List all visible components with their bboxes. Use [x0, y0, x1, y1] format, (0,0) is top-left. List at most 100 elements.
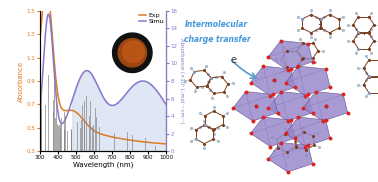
Point — [376, 59, 378, 62]
Point — [271, 149, 277, 152]
Point — [191, 70, 197, 73]
Point — [260, 65, 266, 68]
Bar — [145, 138, 146, 151]
Point — [308, 13, 314, 16]
Point — [353, 35, 359, 38]
Polygon shape — [303, 92, 348, 121]
Point — [296, 46, 302, 48]
Point — [314, 132, 321, 135]
Point — [300, 106, 306, 109]
Point — [294, 49, 300, 52]
Polygon shape — [268, 41, 313, 70]
Bar — [55, 118, 56, 151]
Point — [230, 106, 236, 109]
Point — [220, 114, 226, 117]
Exp — [104, 134, 108, 137]
Bar — [45, 105, 46, 151]
Simu — [68, 104, 73, 106]
Point — [366, 75, 372, 78]
Point — [299, 18, 305, 21]
Point — [243, 90, 249, 93]
Y-axis label: Absorbance (×10³ L·mol⁻¹·cm⁻¹): Absorbance (×10³ L·mol⁻¹·cm⁻¹) — [179, 38, 184, 124]
Point — [207, 88, 213, 91]
Exp — [37, 41, 42, 44]
Bar — [93, 125, 94, 151]
Bar — [80, 128, 81, 151]
Point — [366, 15, 372, 18]
Bar — [41, 109, 42, 151]
Simu — [46, 13, 51, 15]
Point — [366, 31, 372, 34]
Polygon shape — [251, 117, 295, 147]
Point — [270, 93, 276, 96]
Point — [366, 47, 372, 50]
Bar — [57, 124, 58, 151]
Simu — [37, 111, 42, 114]
Point — [199, 85, 205, 88]
Point — [371, 39, 377, 42]
Point — [317, 27, 323, 30]
Point — [355, 47, 361, 50]
Point — [293, 145, 299, 148]
Simu — [81, 71, 86, 74]
Point — [267, 145, 273, 148]
Point — [294, 49, 301, 52]
Point — [310, 134, 316, 137]
Point — [371, 23, 377, 26]
Point — [350, 23, 356, 26]
Bar — [54, 80, 55, 151]
Point — [355, 67, 361, 70]
Bar — [67, 131, 68, 151]
Point — [376, 75, 378, 78]
Point — [292, 137, 298, 140]
Bar — [60, 124, 61, 151]
Point — [361, 67, 367, 70]
Point — [313, 90, 319, 93]
Bar — [59, 125, 60, 151]
Point — [201, 147, 208, 150]
Point — [284, 150, 290, 153]
Bar — [58, 126, 59, 151]
Point — [313, 37, 319, 40]
Bar — [81, 120, 82, 151]
Point — [211, 132, 217, 135]
Bar — [61, 118, 62, 151]
Point — [304, 57, 310, 60]
Point — [210, 138, 216, 141]
Point — [211, 105, 217, 108]
Point — [209, 96, 215, 99]
Point — [327, 9, 333, 11]
Point — [336, 27, 342, 30]
Line: Exp: Exp — [40, 0, 166, 144]
Point — [376, 39, 378, 42]
Polygon shape — [113, 33, 152, 72]
Bar — [71, 129, 72, 151]
Point — [313, 15, 319, 18]
Point — [288, 118, 294, 121]
Point — [275, 147, 281, 150]
Text: e: e — [231, 55, 237, 65]
Point — [260, 116, 266, 118]
Bar — [41, 86, 42, 151]
Point — [221, 91, 227, 94]
Point — [292, 136, 298, 139]
Bar — [53, 100, 54, 151]
Point — [297, 147, 304, 150]
Point — [230, 82, 236, 85]
Point — [188, 66, 194, 69]
Bar — [64, 112, 65, 151]
Point — [204, 84, 210, 87]
Point — [202, 123, 208, 126]
Point — [224, 112, 230, 115]
Point — [192, 138, 198, 141]
Point — [201, 124, 208, 127]
Point — [297, 37, 303, 40]
Point — [289, 49, 295, 52]
Point — [345, 111, 351, 114]
Point — [293, 145, 299, 148]
Line: Simu: Simu — [40, 14, 166, 124]
Bar — [92, 127, 93, 151]
Point — [305, 42, 311, 45]
Point — [192, 90, 198, 93]
Point — [211, 128, 217, 131]
